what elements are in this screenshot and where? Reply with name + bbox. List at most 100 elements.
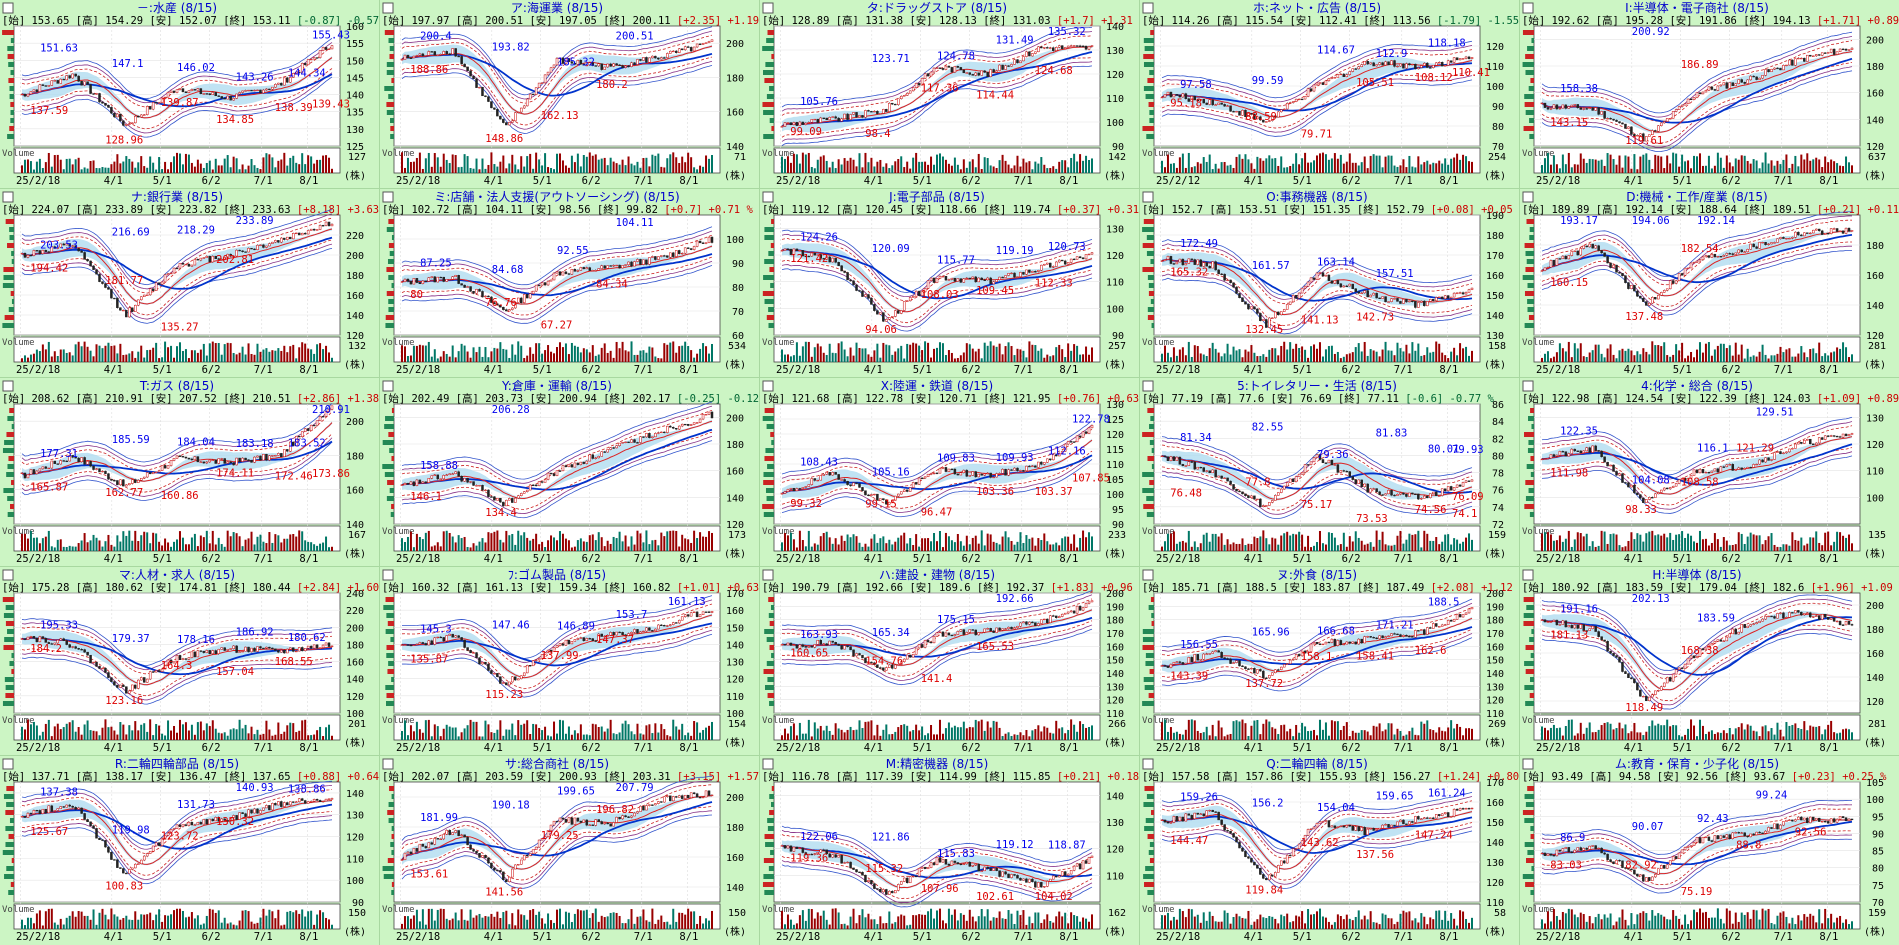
volume-bar (1256, 356, 1259, 362)
volume-bar (247, 165, 250, 173)
low-annotation: 108.12 (1415, 72, 1453, 84)
candle-body (1369, 62, 1372, 65)
volume-bar (550, 167, 553, 173)
volume-bar (971, 537, 974, 551)
candle-body (1040, 461, 1043, 465)
volume-bar (678, 346, 681, 362)
volume-bar (1459, 159, 1462, 173)
volume-bar (68, 352, 71, 362)
candle-body (707, 411, 711, 415)
volume-bar (810, 546, 813, 551)
volume-bar (630, 163, 633, 173)
candle-body (894, 103, 897, 106)
volume-bar (1286, 167, 1289, 173)
volume-bar (289, 346, 292, 362)
volume-profile-bar (766, 315, 774, 320)
candle-body (941, 276, 945, 278)
candle-body (309, 58, 313, 61)
candle-body (594, 457, 597, 459)
volume-bar (1402, 351, 1405, 362)
volume-bar (609, 350, 612, 362)
candle-body (277, 240, 280, 243)
high-annotation: 120.09 (872, 243, 910, 255)
candle-body (1363, 61, 1366, 65)
candle-body (1303, 285, 1307, 289)
candle-body (1773, 67, 1776, 70)
candle-body (68, 243, 71, 247)
volume-bar (980, 530, 983, 551)
candle-body (1770, 68, 1773, 73)
candle-body (154, 282, 158, 291)
volume-bar (319, 159, 322, 173)
ohlc-label: [安] (1277, 203, 1313, 216)
volume-bar (819, 536, 822, 551)
volume-bar (1187, 341, 1190, 362)
volume-bar (669, 530, 672, 551)
bollinger-upper (21, 42, 333, 104)
volume-bar (1366, 355, 1369, 362)
candle-body (855, 284, 858, 291)
high-annotation: 200.92 (1632, 26, 1670, 38)
candle-body (552, 272, 556, 281)
x-tick-label: 5/1 (153, 553, 172, 565)
candle-body (265, 88, 268, 91)
candle-body (312, 228, 316, 231)
candle-body (843, 270, 846, 273)
candle-body (502, 118, 505, 123)
ohlc-readout: [始] 114.26 [高] 115.54 [安] 112.41 [終] 113… (1142, 14, 1519, 27)
ohlc-readout: [始] 202.49 [高] 203.73 [安] 200.94 [終] 202… (382, 392, 759, 405)
candle-body (1806, 54, 1809, 62)
volume-bar (930, 357, 933, 362)
ohlc-value: 131.38 (865, 15, 903, 27)
candle-body (193, 89, 197, 91)
volume-bar (1426, 347, 1429, 362)
volume-bar (1842, 166, 1845, 173)
volume-bar (663, 536, 666, 551)
volume-bar (295, 162, 298, 173)
volume-profile-bar (1522, 275, 1534, 280)
volume-bar (517, 341, 520, 362)
candle-body (627, 261, 630, 265)
candle-body (1806, 232, 1809, 234)
candle-body (959, 67, 963, 71)
candle-body (1262, 319, 1265, 322)
candle-body (1823, 52, 1827, 54)
candle-body (1327, 274, 1331, 281)
candle-body (1710, 253, 1714, 258)
y-tick-label: 140 (1106, 22, 1124, 33)
volume-bar (134, 167, 137, 173)
candle-body (660, 255, 663, 257)
candle-body (241, 250, 244, 252)
volume-bar (1576, 164, 1579, 173)
volume-bar (561, 347, 564, 362)
volume-bar (663, 167, 666, 173)
candle-body (1764, 69, 1767, 76)
candle-body (47, 85, 51, 87)
candle-body (23, 253, 27, 258)
candle-body (92, 265, 95, 270)
volume-bar (1214, 163, 1217, 173)
candle-body (1187, 98, 1191, 102)
volume-bar (146, 350, 149, 362)
volume-bar (950, 165, 953, 173)
candle-body (992, 69, 995, 73)
candle-body (1297, 98, 1301, 101)
volume-bar (564, 165, 567, 173)
volume-bar (238, 169, 241, 173)
volume-bar (915, 343, 918, 362)
candle-body (300, 63, 304, 73)
volume-bar (573, 345, 576, 362)
candle-body (424, 481, 428, 483)
candle-body (238, 92, 241, 95)
volume-bar (1456, 355, 1459, 362)
volume-bar (83, 341, 86, 362)
volume-bar (208, 160, 211, 173)
volume-unit-label: (株) (344, 358, 366, 371)
volume-bar (693, 357, 696, 362)
low-annotation: 119.61 (1625, 135, 1663, 147)
volume-bar (897, 537, 900, 551)
volume-profile-bar (8, 456, 14, 461)
volume-bar (532, 353, 535, 362)
volume-bar (1357, 165, 1360, 173)
volume-bar (681, 156, 684, 173)
